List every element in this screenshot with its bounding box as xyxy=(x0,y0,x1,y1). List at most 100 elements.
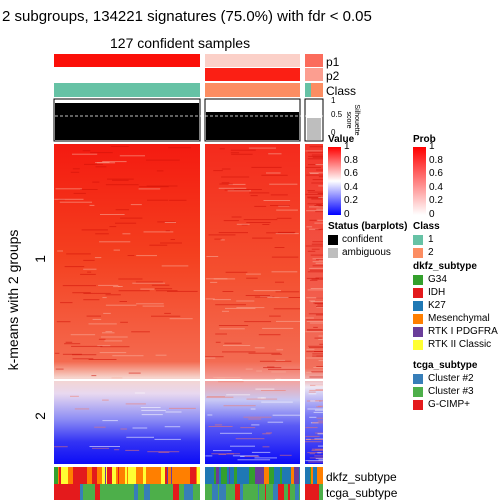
heatmap-streak xyxy=(217,377,226,379)
dkfz-row-cell xyxy=(136,467,137,484)
heatmap-streak xyxy=(72,168,80,170)
heatmap-streak xyxy=(234,189,262,190)
heatmap-streak xyxy=(55,188,82,190)
dkfz-row-cell xyxy=(313,467,317,484)
heatmap-streak xyxy=(218,381,244,383)
heatmap-streak xyxy=(147,199,169,201)
heatmap-streak xyxy=(265,432,272,434)
heatmap-streak xyxy=(267,366,275,368)
heatmap-streak xyxy=(314,205,323,206)
tcga-row-cell xyxy=(314,484,319,500)
heatmap-streak xyxy=(318,197,323,199)
heatmap-streak xyxy=(102,297,107,299)
heatmap-streak xyxy=(71,345,103,347)
heatmap-streak xyxy=(309,457,323,459)
value-legend-gradient xyxy=(328,147,341,215)
heatmap-streak xyxy=(275,291,300,293)
heatmap-streak xyxy=(307,203,323,205)
dkfz-row-cell xyxy=(68,467,73,484)
heatmap-streak xyxy=(118,286,123,287)
tcga-row-cell xyxy=(173,484,178,500)
heatmap-streak xyxy=(261,390,286,391)
tcga-row-cell xyxy=(106,484,111,500)
heatmap-streak xyxy=(307,190,315,191)
dkfz-row-cell xyxy=(294,467,299,484)
heatmap-streak xyxy=(59,201,92,203)
heatmap-streak xyxy=(315,262,323,264)
tcga-row-cell xyxy=(184,484,190,500)
tcga-row-cell xyxy=(54,484,80,500)
heatmap-streak xyxy=(213,450,232,452)
heatmap-streak xyxy=(318,459,323,461)
heatmap-streak xyxy=(317,445,323,447)
heatmap-streak xyxy=(168,147,191,149)
heatmap-streak xyxy=(316,169,323,171)
heatmap-streak xyxy=(307,158,323,160)
heatmap-streak xyxy=(312,241,323,243)
heatmap-streak xyxy=(248,418,262,420)
heatmap-streak xyxy=(57,250,63,252)
heatmap-streak xyxy=(255,388,275,390)
heatmap-streak xyxy=(94,426,106,428)
dkfz-row-cell xyxy=(102,467,105,484)
heatmap-streak xyxy=(225,271,248,273)
heatmap-streak xyxy=(271,353,282,355)
heatmap-streak xyxy=(74,408,90,410)
heatmap-streak xyxy=(307,289,323,291)
heatmap-streak xyxy=(208,426,233,427)
heatmap-streak xyxy=(310,400,319,402)
tcga-row-cell xyxy=(120,484,124,500)
heatmap-streak xyxy=(54,352,60,354)
tcga-row-cell xyxy=(319,484,323,500)
heatmap-streak xyxy=(315,448,323,450)
tcga-row-cell xyxy=(305,484,310,500)
dkfz-row-cell xyxy=(280,467,282,484)
heatmap-streak xyxy=(215,333,227,335)
tcga-row-cell xyxy=(89,484,90,500)
value-legend-tick: 0.2 xyxy=(344,195,358,206)
heatmap-streak xyxy=(310,288,323,289)
prob-legend-tick: 0 xyxy=(429,208,435,220)
heatmap-streak xyxy=(314,337,322,339)
dkfz-legend-title: dkfz_subtype xyxy=(413,261,477,272)
heatmap-streak xyxy=(305,193,323,195)
dkfz-legend-swatch xyxy=(413,288,423,298)
heatmap-streak xyxy=(263,200,291,201)
heatmap-streak xyxy=(120,217,143,219)
heatmap-streak xyxy=(312,261,323,263)
heatmap-streak xyxy=(318,405,323,407)
heatmap-streak xyxy=(227,190,251,192)
status-confident-label: confident xyxy=(342,234,383,245)
heatmap-streak xyxy=(262,224,270,225)
heatmap-streak xyxy=(231,153,253,155)
heatmap-streak xyxy=(267,297,289,298)
heatmap-streak xyxy=(316,219,323,221)
tcga-row-cell xyxy=(290,484,294,500)
heatmap-streak xyxy=(218,454,227,455)
heatmap-streak xyxy=(160,242,182,244)
heatmap-streak xyxy=(118,278,143,280)
dkfz-row-cell xyxy=(167,467,168,484)
heatmap-streak xyxy=(245,368,253,370)
heatmap-streak xyxy=(267,421,284,423)
heatmap-streak xyxy=(310,301,323,303)
tcga-row-cell xyxy=(100,484,106,500)
heatmap-streak xyxy=(258,334,281,336)
heatmap-streak xyxy=(110,146,129,147)
heatmap-streak xyxy=(206,396,234,398)
heatmap-streak xyxy=(261,401,293,403)
heatmap-streak xyxy=(125,403,146,405)
dkfz-row-cell xyxy=(219,467,221,484)
heatmap-streak xyxy=(259,360,292,362)
heatmap-streak xyxy=(151,315,181,317)
heatmap-streak xyxy=(309,416,317,418)
dkfz-row-cell xyxy=(112,467,115,484)
heatmap-streak xyxy=(221,168,231,170)
heatmap-streak xyxy=(156,170,164,172)
row-label-tcga: tcga_subtype xyxy=(326,486,398,500)
heatmap-streak xyxy=(65,341,73,343)
heatmap-streak xyxy=(140,407,161,408)
heatmap-streak xyxy=(316,355,323,357)
heatmap-streak xyxy=(309,376,323,378)
heatmap-streak xyxy=(207,414,213,416)
